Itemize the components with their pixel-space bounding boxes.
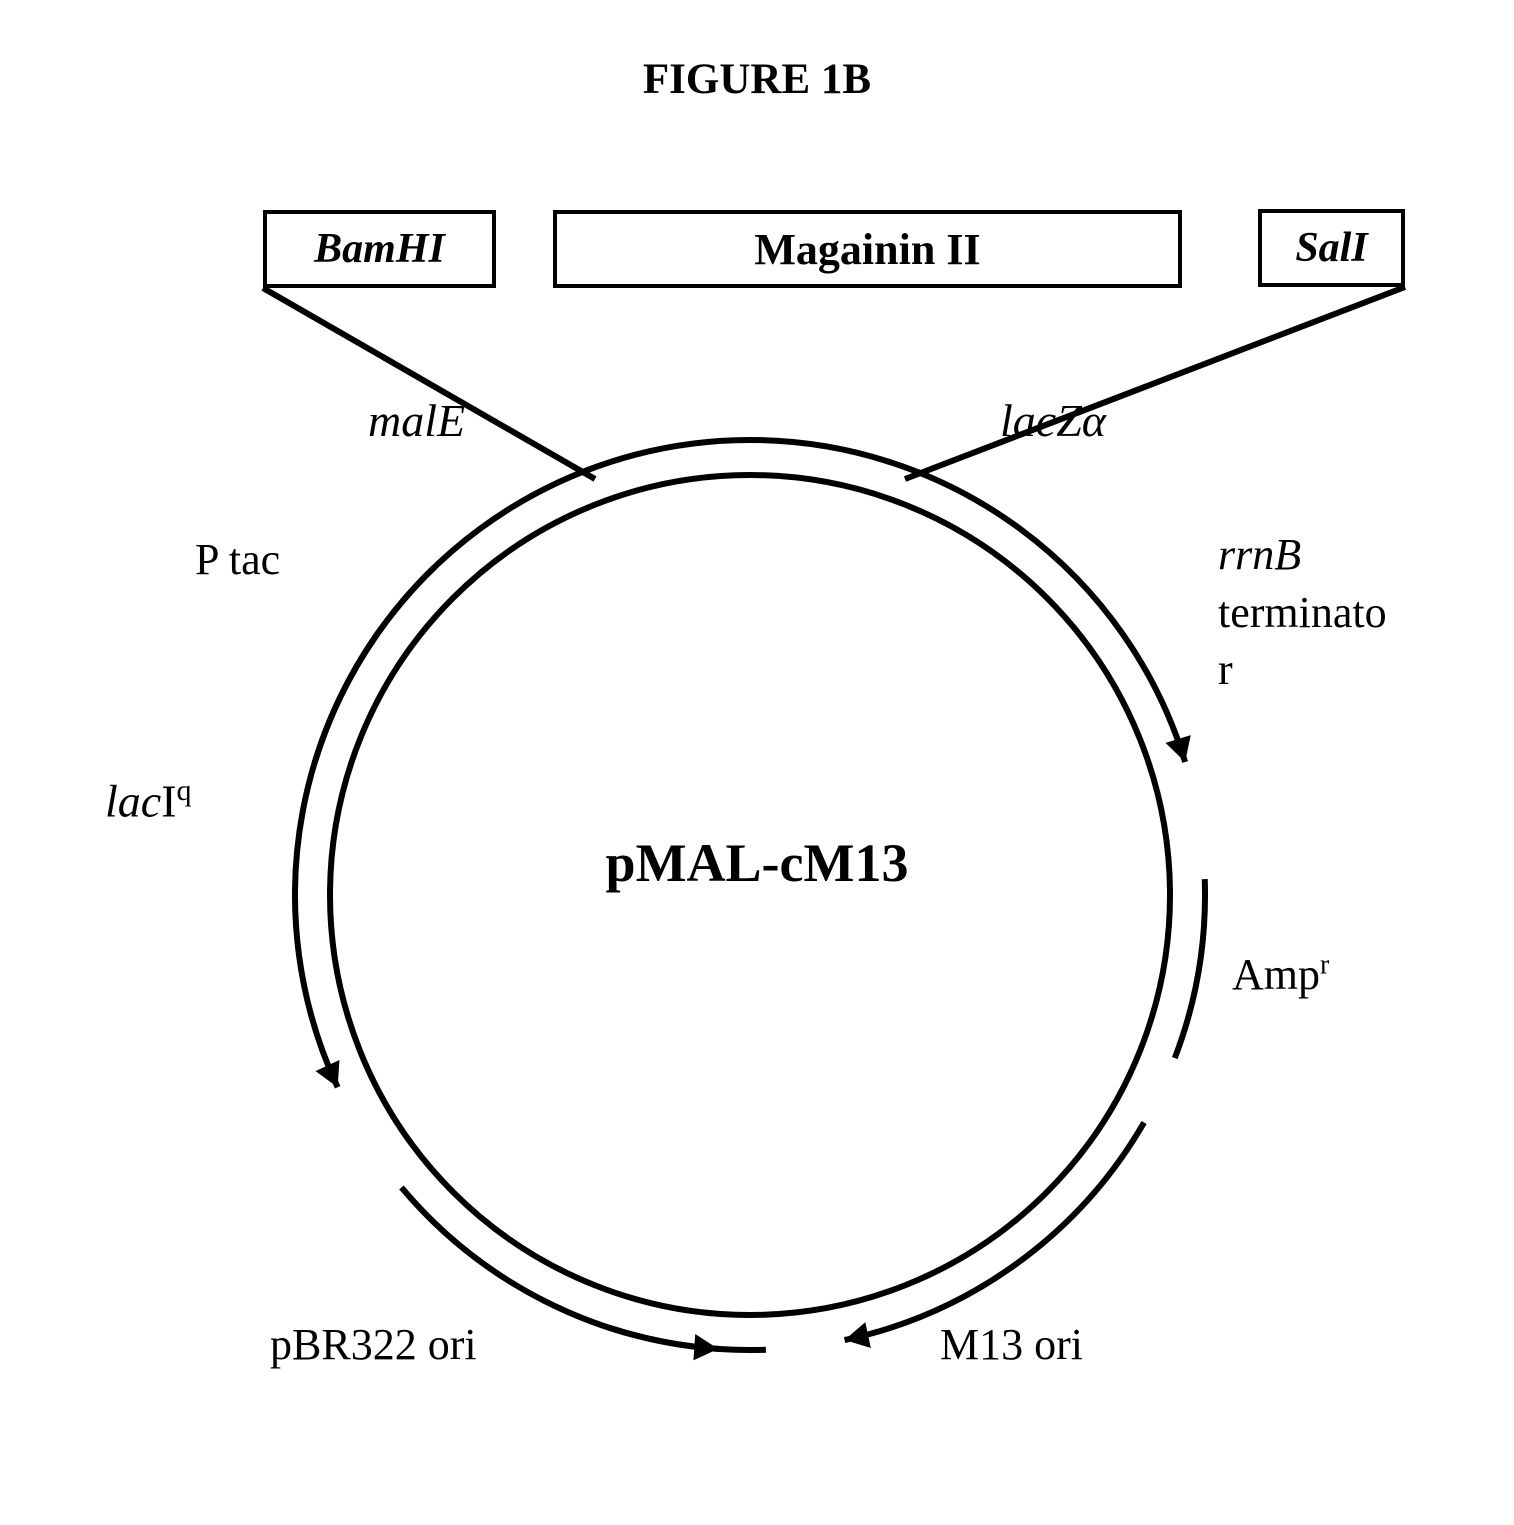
arrowhead-amp: [845, 1322, 871, 1348]
arrowhead-pbr322: [693, 1334, 718, 1360]
box-sall: SalI: [1258, 209, 1405, 287]
box-magainin: Magainin II: [553, 210, 1182, 288]
label-rrnb-line1: rrnB: [1218, 529, 1301, 580]
arc-male-lacz: [315, 440, 1185, 762]
label-pbr322ori: pBR322 ori: [270, 1319, 477, 1370]
label-m13ori: M13 ori: [940, 1319, 1083, 1370]
connector-right: [905, 287, 1405, 479]
label-laciq: lacIq: [105, 774, 192, 827]
figure-title: FIGURE 1B: [0, 55, 1514, 104]
box-magainin-label: Magainin II: [754, 224, 980, 275]
label-ampr: Ampr: [1232, 949, 1329, 1000]
label-rrnb-line3: r: [1218, 644, 1233, 695]
page: FIGURE 1B BamHI Magainin II SalI pMAL-cM…: [0, 0, 1514, 1525]
label-male: malE: [368, 394, 465, 447]
label-ptac: P tac: [195, 534, 280, 585]
plasmid-name: pMAL-cM13: [0, 832, 1514, 894]
arc-rrnb: [1175, 879, 1205, 1058]
arc-amp: [845, 1123, 1144, 1341]
plasmid-name-text: pMAL-cM13: [606, 833, 909, 893]
label-rrnb-line2: terminato: [1218, 587, 1387, 638]
box-bamhi-label: BamHI: [314, 225, 445, 273]
plasmid-circle: [330, 475, 1170, 1315]
figure-title-text: FIGURE 1B: [643, 56, 871, 103]
connector-left: [263, 288, 595, 479]
box-bamhi: BamHI: [263, 210, 496, 288]
arc-layer: [295, 440, 1205, 1360]
label-lacz: lacZα: [1000, 394, 1106, 447]
box-sall-label: SalI: [1295, 224, 1367, 272]
